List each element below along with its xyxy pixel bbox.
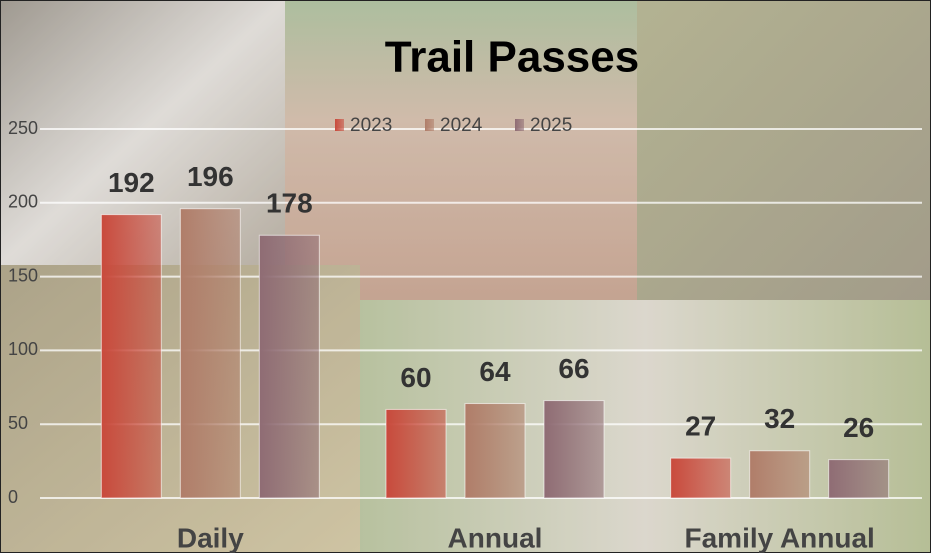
chart-title: Trail Passes (385, 33, 639, 82)
legend-swatch (425, 119, 434, 131)
data-label: 192 (108, 167, 155, 198)
x-tick-label: Annual (448, 522, 543, 553)
data-label: 196 (187, 161, 234, 192)
legend-swatch (515, 119, 524, 131)
legend-label: 2023 (350, 115, 392, 136)
y-tick-label: 250 (8, 118, 38, 138)
bar (543, 400, 605, 499)
bar (258, 234, 320, 499)
data-label: 27 (685, 411, 716, 442)
data-label: 66 (558, 353, 589, 384)
data-label: 32 (764, 403, 795, 434)
y-tick-label: 0 (8, 487, 18, 507)
y-tick-label: 200 (8, 192, 38, 212)
legend-label: 2024 (440, 115, 483, 136)
y-tick-label: 150 (8, 265, 38, 285)
bar (100, 214, 162, 499)
data-label: 64 (479, 356, 511, 387)
bar (828, 459, 890, 499)
legend-label: 2025 (530, 115, 572, 136)
x-tick-label: Daily (177, 522, 244, 553)
y-tick-label: 50 (8, 413, 28, 433)
data-label: 178 (266, 188, 313, 219)
bar (179, 208, 241, 499)
x-tick-label: Family Annual (685, 522, 875, 553)
bar (749, 450, 811, 499)
legend-swatch (335, 119, 344, 131)
bar (670, 457, 732, 499)
bar (385, 408, 447, 499)
bar (464, 403, 526, 499)
data-label: 26 (843, 412, 874, 443)
y-tick-label: 100 (8, 339, 38, 359)
data-label: 60 (400, 362, 431, 393)
